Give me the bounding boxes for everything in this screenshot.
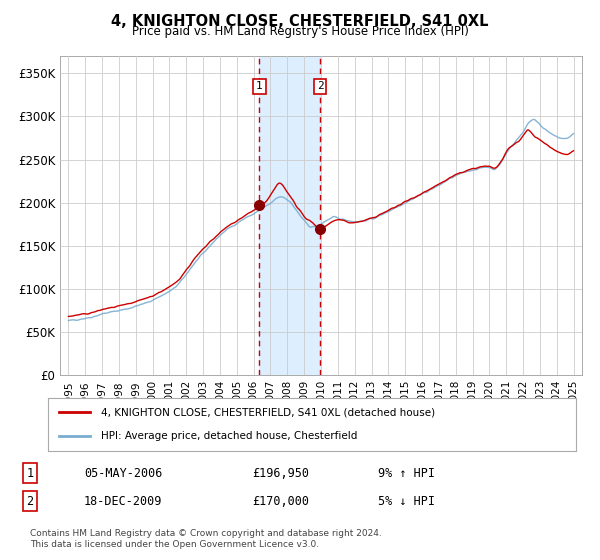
Text: Price paid vs. HM Land Registry's House Price Index (HPI): Price paid vs. HM Land Registry's House …	[131, 25, 469, 38]
Text: 4, KNIGHTON CLOSE, CHESTERFIELD, S41 0XL (detached house): 4, KNIGHTON CLOSE, CHESTERFIELD, S41 0XL…	[101, 408, 435, 418]
Text: £170,000: £170,000	[252, 494, 309, 508]
Text: Contains HM Land Registry data © Crown copyright and database right 2024.
This d: Contains HM Land Registry data © Crown c…	[30, 529, 382, 549]
Text: 5% ↓ HPI: 5% ↓ HPI	[378, 494, 435, 508]
Text: 18-DEC-2009: 18-DEC-2009	[84, 494, 163, 508]
Text: 2: 2	[26, 494, 34, 508]
Text: 4, KNIGHTON CLOSE, CHESTERFIELD, S41 0XL: 4, KNIGHTON CLOSE, CHESTERFIELD, S41 0XL	[111, 14, 489, 29]
Text: 2: 2	[317, 81, 324, 91]
Text: 1: 1	[256, 81, 263, 91]
Bar	[259, 56, 320, 375]
Text: 05-MAY-2006: 05-MAY-2006	[84, 466, 163, 480]
Text: HPI: Average price, detached house, Chesterfield: HPI: Average price, detached house, Ches…	[101, 431, 357, 441]
Text: 9% ↑ HPI: 9% ↑ HPI	[378, 466, 435, 480]
Text: 1: 1	[26, 466, 34, 480]
Text: £196,950: £196,950	[252, 466, 309, 480]
